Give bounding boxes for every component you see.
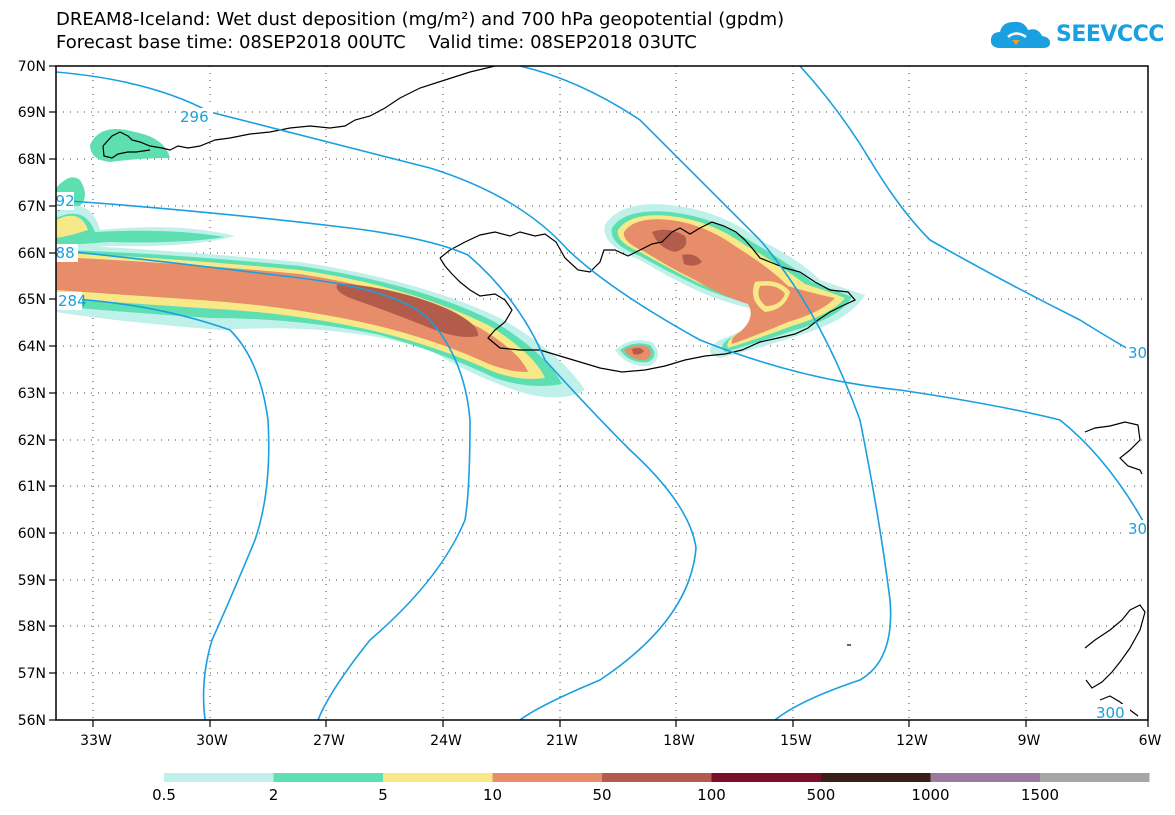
contour-label: 300 bbox=[1128, 520, 1157, 538]
lon-label: 12W bbox=[896, 733, 928, 749]
lat-label: 59N bbox=[18, 573, 46, 589]
legend-swatch bbox=[602, 773, 712, 782]
legend-label: 10 bbox=[482, 786, 503, 804]
map-title: DREAM8-Iceland: Wet dust deposition (mg/… bbox=[56, 9, 785, 30]
lat-label: 65N bbox=[18, 292, 46, 308]
contour-label: 292 bbox=[46, 192, 75, 210]
legend-swatch bbox=[492, 773, 602, 782]
legend-label: 5 bbox=[378, 786, 388, 804]
lat-label: 64N bbox=[18, 339, 46, 355]
lon-label: 6W bbox=[1139, 733, 1162, 749]
legend-label: 50 bbox=[592, 786, 612, 804]
lat-label: 66N bbox=[18, 246, 46, 262]
seevccc-logo: SEEVCCC bbox=[990, 18, 1164, 50]
lat-label: 67N bbox=[18, 199, 46, 215]
legend-label: 100 bbox=[697, 786, 726, 804]
lon-label: 18W bbox=[663, 733, 695, 749]
legend-label: 1500 bbox=[1020, 786, 1060, 804]
legend-label: 2 bbox=[268, 786, 279, 804]
lon-label: 30W bbox=[196, 733, 228, 749]
contour-label: 300 bbox=[1096, 704, 1125, 722]
contour-label: 284 bbox=[58, 292, 87, 310]
dust-plume-west bbox=[56, 128, 585, 398]
legend-swatch bbox=[164, 773, 274, 782]
latitude-labels: 70N 69N 68N 67N 66N 65N 64N 63N 62N 61N … bbox=[18, 59, 46, 729]
legend-swatch bbox=[1040, 773, 1150, 782]
lat-label: 57N bbox=[18, 666, 46, 682]
legend-swatch bbox=[930, 773, 1040, 782]
forecast-time-subtitle: Forecast base time: 08SEP2018 00UTC Vali… bbox=[56, 32, 697, 53]
axis-ticks bbox=[49, 65, 1149, 727]
longitude-labels: 33W 30W 27W 24W 21W 18W 15W 12W 9W 6W bbox=[80, 733, 1161, 749]
contour-label: 300 bbox=[1128, 344, 1157, 362]
legend-label: 500 bbox=[806, 786, 836, 804]
lon-label: 15W bbox=[780, 733, 812, 749]
lat-label: 62N bbox=[18, 433, 46, 449]
lon-label: 21W bbox=[546, 733, 578, 749]
contour-labels: 296 292 288 284 300 300 300 bbox=[46, 108, 1157, 722]
legend-swatch bbox=[273, 773, 383, 782]
coastlines bbox=[56, 66, 1146, 717]
cloud-icon bbox=[990, 21, 1050, 48]
lat-label: 60N bbox=[18, 526, 46, 542]
lon-label: 24W bbox=[430, 733, 462, 749]
lat-label: 70N bbox=[18, 59, 46, 75]
geopotential-contours bbox=[56, 66, 1148, 720]
legend-swatch bbox=[383, 773, 493, 782]
lat-label: 68N bbox=[18, 152, 46, 168]
legend-swatch bbox=[821, 773, 931, 782]
lon-label: 27W bbox=[313, 733, 345, 749]
logo-text: SEEVCCC bbox=[1056, 21, 1164, 47]
lat-label: 61N bbox=[18, 479, 46, 495]
lon-label: 33W bbox=[80, 733, 112, 749]
map-grid bbox=[56, 66, 1148, 720]
legend-colorbar bbox=[164, 773, 1150, 782]
lat-label: 56N bbox=[18, 713, 46, 729]
lon-label: 9W bbox=[1018, 733, 1041, 749]
legend-label: 1000 bbox=[911, 786, 950, 804]
lat-label: 69N bbox=[18, 105, 46, 121]
lat-label: 63N bbox=[18, 386, 46, 402]
legend-swatch bbox=[711, 773, 821, 782]
dust-patch-iceland bbox=[604, 204, 865, 367]
contour-label: 288 bbox=[46, 244, 75, 262]
lat-label: 58N bbox=[18, 619, 46, 635]
contour-label: 296 bbox=[180, 108, 209, 126]
legend-label: 0.5 bbox=[152, 786, 176, 804]
